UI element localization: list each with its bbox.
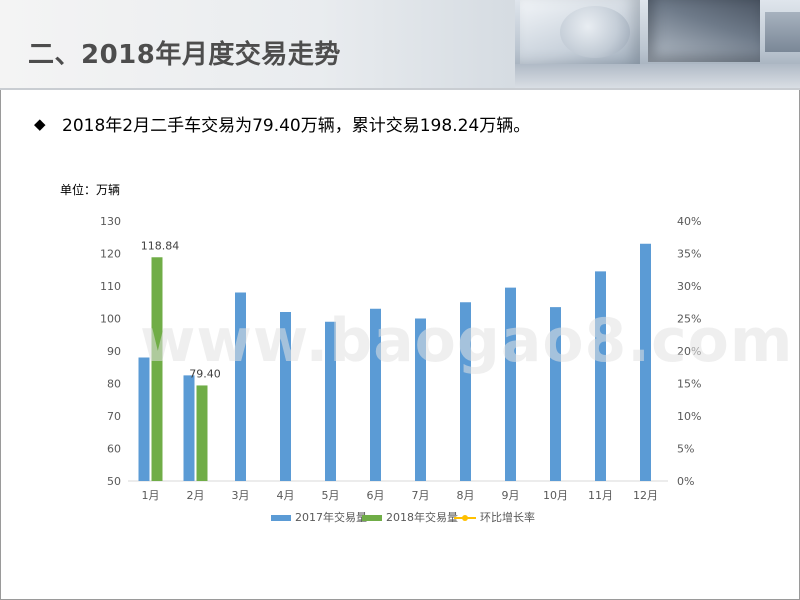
header-globe-image: [560, 6, 630, 58]
y-left-tick-label: 80: [107, 378, 121, 391]
bar-2017: [595, 271, 606, 481]
bar-2017: [235, 292, 246, 481]
legend-marker-growth: [462, 515, 468, 521]
summary-text: 2018年2月二手车交易为79.40万辆，累计交易198.24万辆。: [62, 116, 531, 136]
bar-2018: [151, 257, 163, 481]
legend-label-growth: 环比增长率: [480, 510, 535, 524]
y-right-tick-label: 0%: [677, 475, 694, 488]
y-right-tick-label: 20%: [677, 345, 701, 358]
unit-label: 单位：万辆: [60, 183, 121, 197]
header-photo-block: [648, 0, 760, 62]
y-right-tick-label: 35%: [677, 248, 701, 261]
bar-2017: [505, 287, 516, 481]
data-label: 79.40: [189, 367, 221, 380]
y-left-tick-label: 130: [100, 215, 121, 228]
y-right-tick-label: 25%: [677, 313, 701, 326]
bar-2017: [640, 243, 651, 481]
legend-label-2018: 2018年交易量: [386, 510, 458, 524]
page-title: 二、2018年月度交易走势: [28, 40, 341, 70]
header-photo-floor: [515, 64, 800, 88]
bar-2017: [280, 312, 291, 481]
bar-2017: [138, 357, 150, 481]
x-tick-label: 12月: [633, 489, 658, 502]
legend-swatch-2018: [362, 515, 382, 521]
bar-2017: [183, 375, 195, 481]
legend-label-2017: 2017年交易量: [295, 510, 367, 524]
x-tick-label: 5月: [322, 489, 340, 502]
bar-2017: [550, 307, 561, 481]
diamond-icon: ◆: [34, 114, 46, 133]
x-tick-label: 2月: [187, 489, 205, 502]
header-photo-block: [765, 12, 800, 52]
x-tick-label: 10月: [543, 489, 568, 502]
y-left-tick-label: 110: [100, 280, 121, 293]
y-right-tick-label: 10%: [677, 410, 701, 423]
x-tick-label: 9月: [502, 489, 520, 502]
bar-2017: [415, 318, 426, 481]
bar-2017: [460, 302, 471, 481]
y-left-tick-label: 100: [100, 313, 121, 326]
x-tick-label: 4月: [277, 489, 295, 502]
y-left-tick-label: 120: [100, 248, 121, 261]
bar-2018: [196, 385, 208, 481]
y-right-tick-label: 30%: [677, 280, 701, 293]
x-tick-label: 11月: [588, 489, 613, 502]
y-left-tick-label: 70: [107, 410, 121, 423]
y-right-tick-label: 5%: [677, 443, 694, 456]
x-tick-label: 1月: [142, 489, 160, 502]
bar-2017: [370, 308, 381, 481]
x-tick-label: 3月: [232, 489, 250, 502]
y-left-tick-label: 50: [107, 475, 121, 488]
header-banner: 二、2018年月度交易走势: [0, 0, 800, 90]
x-tick-label: 7月: [412, 489, 430, 502]
x-tick-label: 6月: [367, 489, 385, 502]
y-left-tick-label: 90: [107, 345, 121, 358]
x-tick-label: 8月: [457, 489, 475, 502]
y-right-tick-label: 40%: [677, 215, 701, 228]
summary-line: ◆ 2018年2月二手车交易为79.40万辆，累计交易198.24万辆。: [34, 111, 531, 137]
legend-swatch-2017: [271, 515, 291, 521]
data-label: 118.84: [141, 239, 180, 252]
bar-2017: [325, 321, 336, 481]
y-right-tick-label: 15%: [677, 378, 701, 391]
y-left-tick-label: 60: [107, 443, 121, 456]
